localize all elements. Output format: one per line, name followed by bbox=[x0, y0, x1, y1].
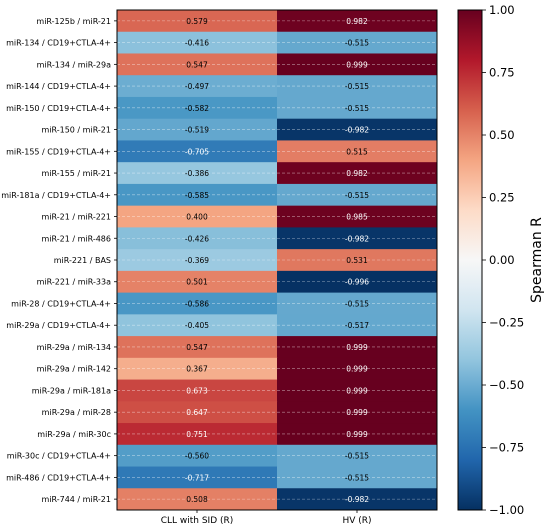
row-tick-label: miR-155 / miR-21 bbox=[41, 169, 111, 178]
cell-value-label: -0.515 bbox=[345, 299, 369, 308]
cell-value-label: 0.501 bbox=[186, 278, 208, 287]
cell-value-label: 0.982 bbox=[346, 17, 368, 26]
row-tick-label: miR-134 / CD19+CTLA-4+ bbox=[6, 39, 111, 48]
heatmap-grid bbox=[117, 20, 437, 500]
cell-value-label: 0.547 bbox=[186, 343, 208, 352]
cell-value-label: -0.982 bbox=[345, 126, 369, 135]
colorbar-tick-label: −0.50 bbox=[489, 378, 524, 392]
row-tick-label: miR-29a / miR-28 bbox=[42, 408, 111, 417]
cell-value-label: 0.999 bbox=[346, 408, 368, 417]
cell-value-label: -0.497 bbox=[185, 82, 209, 91]
cell-value-label: -0.560 bbox=[185, 452, 209, 461]
row-tick-label: miR-181a / CD19+CTLA-4+ bbox=[1, 191, 111, 200]
cell-value-label: -0.517 bbox=[345, 321, 369, 330]
row-tick-label: miR-28 / CD19+CTLA-4+ bbox=[11, 299, 111, 308]
cell-value-label: 0.367 bbox=[186, 365, 208, 374]
row-tick-label: miR-29a / miR-181a bbox=[32, 386, 111, 395]
row-tick-label: miR-134 / miR-29a bbox=[37, 60, 112, 69]
cell-value-label: -0.585 bbox=[185, 191, 209, 200]
row-tick-label: miR-150 / CD19+CTLA-4+ bbox=[6, 104, 111, 113]
cell-value-label: -0.717 bbox=[185, 473, 209, 482]
cell-value-label: -0.426 bbox=[185, 234, 209, 243]
cell-value-label: 0.400 bbox=[186, 213, 208, 222]
colorbar-tick-label: 0.00 bbox=[489, 253, 515, 267]
row-tick-label: miR-125b / miR-21 bbox=[36, 17, 111, 26]
row-tick-label: miR-155 / CD19+CTLA-4+ bbox=[6, 147, 111, 156]
column-tick-label: CLL with SID (R) bbox=[161, 516, 234, 526]
cell-value-label: 0.751 bbox=[186, 430, 208, 439]
cell-value-label: -0.416 bbox=[185, 39, 209, 48]
colorbar-tick-labels: 1.00 0.75 0.50 0.25 0.00 −0.25 −0.50 −0.75 −1.00 bbox=[482, 3, 524, 517]
colorbar-tick-label: −0.25 bbox=[489, 316, 524, 330]
colorbar bbox=[457, 9, 483, 511]
cell-value-label: -0.705 bbox=[185, 147, 209, 156]
cell-value-label: 0.999 bbox=[346, 60, 368, 69]
colorbar-tick-label: 0.25 bbox=[489, 191, 515, 205]
row-tick-label: miR-150 / miR-21 bbox=[41, 126, 111, 135]
cell-value-label: -0.369 bbox=[185, 256, 209, 265]
cell-value-label: -0.996 bbox=[345, 278, 369, 287]
cell-value-label: 0.547 bbox=[186, 60, 208, 69]
cell-value-label: 0.999 bbox=[346, 386, 368, 395]
colorbar-tick-label: 0.50 bbox=[489, 128, 515, 142]
cell-value-label: 0.515 bbox=[346, 147, 368, 156]
cell-value-label: -0.515 bbox=[345, 82, 369, 91]
row-tick-label: miR-29a / miR-30c bbox=[37, 430, 111, 439]
cell-value-label: 0.531 bbox=[346, 256, 368, 265]
cell-value-label: 0.999 bbox=[346, 365, 368, 374]
cell-value-label: -0.405 bbox=[185, 321, 209, 330]
colorbar-tick-label: 0.75 bbox=[489, 66, 515, 80]
row-tick-label: miR-21 / miR-486 bbox=[41, 234, 111, 243]
cell-value-label: 0.508 bbox=[186, 495, 208, 504]
row-tick-label: miR-29a / miR-142 bbox=[37, 365, 111, 374]
cell-value-label: -0.519 bbox=[185, 126, 209, 135]
row-tick-label: miR-221 / BAS bbox=[54, 256, 111, 265]
row-tick-label: miR-744 / miR-21 bbox=[41, 495, 111, 504]
cell-value-label: -0.515 bbox=[345, 452, 369, 461]
cell-value-label: -0.386 bbox=[185, 169, 209, 178]
row-tick-label: miR-221 / miR-33a bbox=[37, 278, 112, 287]
cell-value-labels: 0.579 0.982 -0.416 -0.515 0.547 0.999 -0.497 -0… bbox=[185, 17, 369, 504]
cell-value-label: 0.647 bbox=[186, 408, 208, 417]
row-tick-label: miR-21 / miR-221 bbox=[41, 213, 111, 222]
cell-value-label: -0.586 bbox=[185, 299, 209, 308]
column-tick-labels: CLL with SID (R) HV (R) bbox=[161, 510, 372, 526]
cell-value-label: -0.515 bbox=[345, 473, 369, 482]
cell-value-label: 0.999 bbox=[346, 343, 368, 352]
cell-value-label: -0.515 bbox=[345, 104, 369, 113]
cell-value-label: 0.999 bbox=[346, 430, 368, 439]
colorbar-tick-label: −1.00 bbox=[489, 503, 524, 517]
colorbar-tick-label: −0.75 bbox=[489, 441, 524, 455]
colorbar-label: Spearman R bbox=[529, 217, 545, 303]
cell-value-label: -0.515 bbox=[345, 39, 369, 48]
row-tick-label: miR-486 / CD19+CTLA-4+ bbox=[6, 473, 111, 482]
row-tick-labels: miR-125b / miR-21 miR-134 / CD19+CTLA-4+ m… bbox=[1, 17, 117, 504]
colorbar-tick-label: 1.00 bbox=[489, 3, 515, 17]
row-tick-label: miR-144 / CD19+CTLA-4+ bbox=[6, 82, 111, 91]
cell-value-label: -0.982 bbox=[345, 234, 369, 243]
cell-value-label: 0.673 bbox=[186, 386, 208, 395]
row-tick-label: miR-29a / miR-134 bbox=[37, 343, 111, 352]
row-tick-label: miR-30c / CD19+CTLA-4+ bbox=[7, 452, 111, 461]
row-tick-label: miR-29a / CD19+CTLA-4+ bbox=[6, 321, 111, 330]
cell-value-label: 0.579 bbox=[186, 17, 208, 26]
cell-value-label: 0.985 bbox=[346, 213, 368, 222]
cell-value-label: -0.982 bbox=[345, 495, 369, 504]
column-tick-label: HV (R) bbox=[342, 516, 371, 526]
cell-value-label: 0.982 bbox=[346, 169, 368, 178]
cell-value-label: -0.515 bbox=[345, 191, 369, 200]
cell-value-label: -0.582 bbox=[185, 104, 209, 113]
